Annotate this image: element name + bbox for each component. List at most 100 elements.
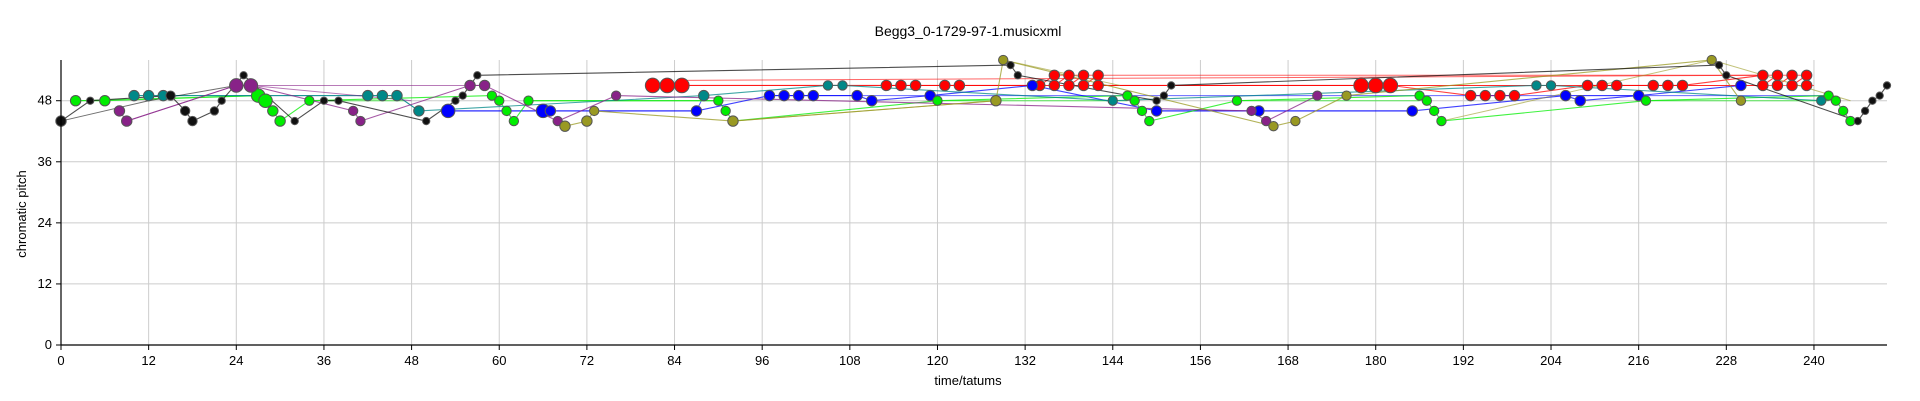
note-point bbox=[494, 95, 505, 106]
note-point bbox=[355, 115, 366, 127]
note-point bbox=[1581, 79, 1594, 92]
note-point bbox=[1786, 69, 1798, 81]
note-point bbox=[1800, 79, 1813, 92]
note-point bbox=[1611, 79, 1623, 92]
note-point bbox=[1860, 106, 1870, 116]
note-point bbox=[1436, 115, 1447, 127]
note-point bbox=[413, 105, 425, 117]
x-tick-label: 24 bbox=[229, 353, 243, 368]
note-point bbox=[1231, 95, 1243, 106]
note-point bbox=[113, 105, 126, 117]
note-link bbox=[732, 100, 996, 122]
note-point bbox=[1823, 90, 1834, 101]
x-tick-label: 204 bbox=[1540, 353, 1562, 368]
note-point bbox=[267, 105, 279, 117]
note-point bbox=[793, 89, 805, 102]
note-point bbox=[1107, 95, 1118, 106]
x-tick-label: 180 bbox=[1365, 353, 1387, 368]
note-point bbox=[1853, 116, 1862, 126]
note-point bbox=[1077, 69, 1090, 81]
note-point bbox=[1735, 79, 1747, 92]
x-tick-label: 192 bbox=[1453, 353, 1475, 368]
note-point bbox=[1026, 79, 1039, 92]
note-point bbox=[86, 96, 95, 105]
note-point bbox=[1246, 105, 1257, 117]
note-point bbox=[334, 96, 343, 105]
note-point bbox=[610, 90, 622, 101]
note-point bbox=[998, 54, 1009, 66]
note-point bbox=[1757, 69, 1769, 81]
note-point bbox=[1367, 77, 1384, 94]
note-point bbox=[1406, 105, 1418, 117]
x-tick-label: 168 bbox=[1277, 353, 1299, 368]
note-link bbox=[60, 100, 149, 122]
note-point bbox=[478, 79, 491, 92]
note-point bbox=[1574, 95, 1586, 107]
note-link bbox=[681, 74, 1763, 81]
note-point bbox=[713, 95, 724, 106]
note-point bbox=[1640, 95, 1652, 106]
x-tick-label: 240 bbox=[1803, 353, 1825, 368]
note-point bbox=[1152, 96, 1161, 105]
note-point bbox=[376, 89, 389, 102]
note-point bbox=[763, 89, 776, 102]
note-points bbox=[55, 54, 1892, 132]
note-point bbox=[1048, 69, 1061, 81]
x-axis-label: time/tatums bbox=[934, 373, 1002, 388]
note-point bbox=[1260, 115, 1272, 127]
note-point bbox=[290, 116, 299, 126]
note-point bbox=[523, 95, 534, 106]
note-point bbox=[880, 79, 893, 92]
note-point bbox=[362, 89, 374, 102]
note-point bbox=[1129, 95, 1140, 106]
note-point bbox=[644, 77, 661, 94]
y-axis-label: chromatic pitch bbox=[14, 170, 29, 257]
note-point bbox=[932, 95, 943, 106]
x-tick-label: 132 bbox=[1014, 353, 1036, 368]
note-point bbox=[1312, 90, 1323, 101]
x-tick-label: 36 bbox=[317, 353, 331, 368]
note-point bbox=[1122, 90, 1133, 101]
note-point bbox=[258, 93, 273, 108]
x-tick-label: 144 bbox=[1102, 353, 1124, 368]
axes: 0 12 24 36 48 60 72 84 96 108 120 132 144 156 168 180 19… bbox=[38, 60, 1887, 368]
note-point bbox=[837, 80, 848, 91]
x-tick-label: 156 bbox=[1190, 353, 1212, 368]
note-point bbox=[1676, 79, 1689, 92]
note-point bbox=[1077, 79, 1090, 92]
note-point bbox=[239, 71, 248, 80]
note-point bbox=[924, 89, 936, 102]
note-point bbox=[1136, 105, 1148, 117]
note-point bbox=[659, 77, 676, 94]
note-point bbox=[544, 105, 557, 117]
note-point bbox=[142, 89, 155, 102]
note-point bbox=[1421, 95, 1433, 106]
note-point bbox=[391, 89, 403, 102]
note-point bbox=[121, 115, 133, 127]
y-tick-label: 24 bbox=[38, 215, 52, 230]
note-point bbox=[1268, 120, 1279, 132]
x-tick-label: 0 bbox=[57, 353, 64, 368]
note-point bbox=[1092, 69, 1104, 81]
note-link bbox=[126, 84, 237, 122]
note-point bbox=[778, 89, 790, 102]
y-tick-label: 0 bbox=[45, 337, 52, 352]
note-point bbox=[1735, 95, 1747, 106]
x-tick-label: 216 bbox=[1628, 353, 1650, 368]
note-point bbox=[347, 105, 359, 117]
note-point bbox=[99, 95, 111, 107]
note-point bbox=[304, 95, 315, 106]
note-point bbox=[1545, 80, 1557, 91]
note-point bbox=[1706, 54, 1717, 66]
note-point bbox=[473, 71, 482, 80]
note-point bbox=[895, 79, 907, 92]
note-point bbox=[209, 106, 220, 116]
note-point bbox=[1063, 79, 1075, 92]
note-point bbox=[589, 105, 600, 117]
note-point bbox=[1494, 89, 1506, 102]
note-point bbox=[1159, 91, 1169, 100]
x-tick-label: 96 bbox=[755, 353, 769, 368]
note-point bbox=[990, 95, 1002, 107]
note-point bbox=[1830, 95, 1842, 106]
note-point bbox=[1837, 105, 1849, 117]
